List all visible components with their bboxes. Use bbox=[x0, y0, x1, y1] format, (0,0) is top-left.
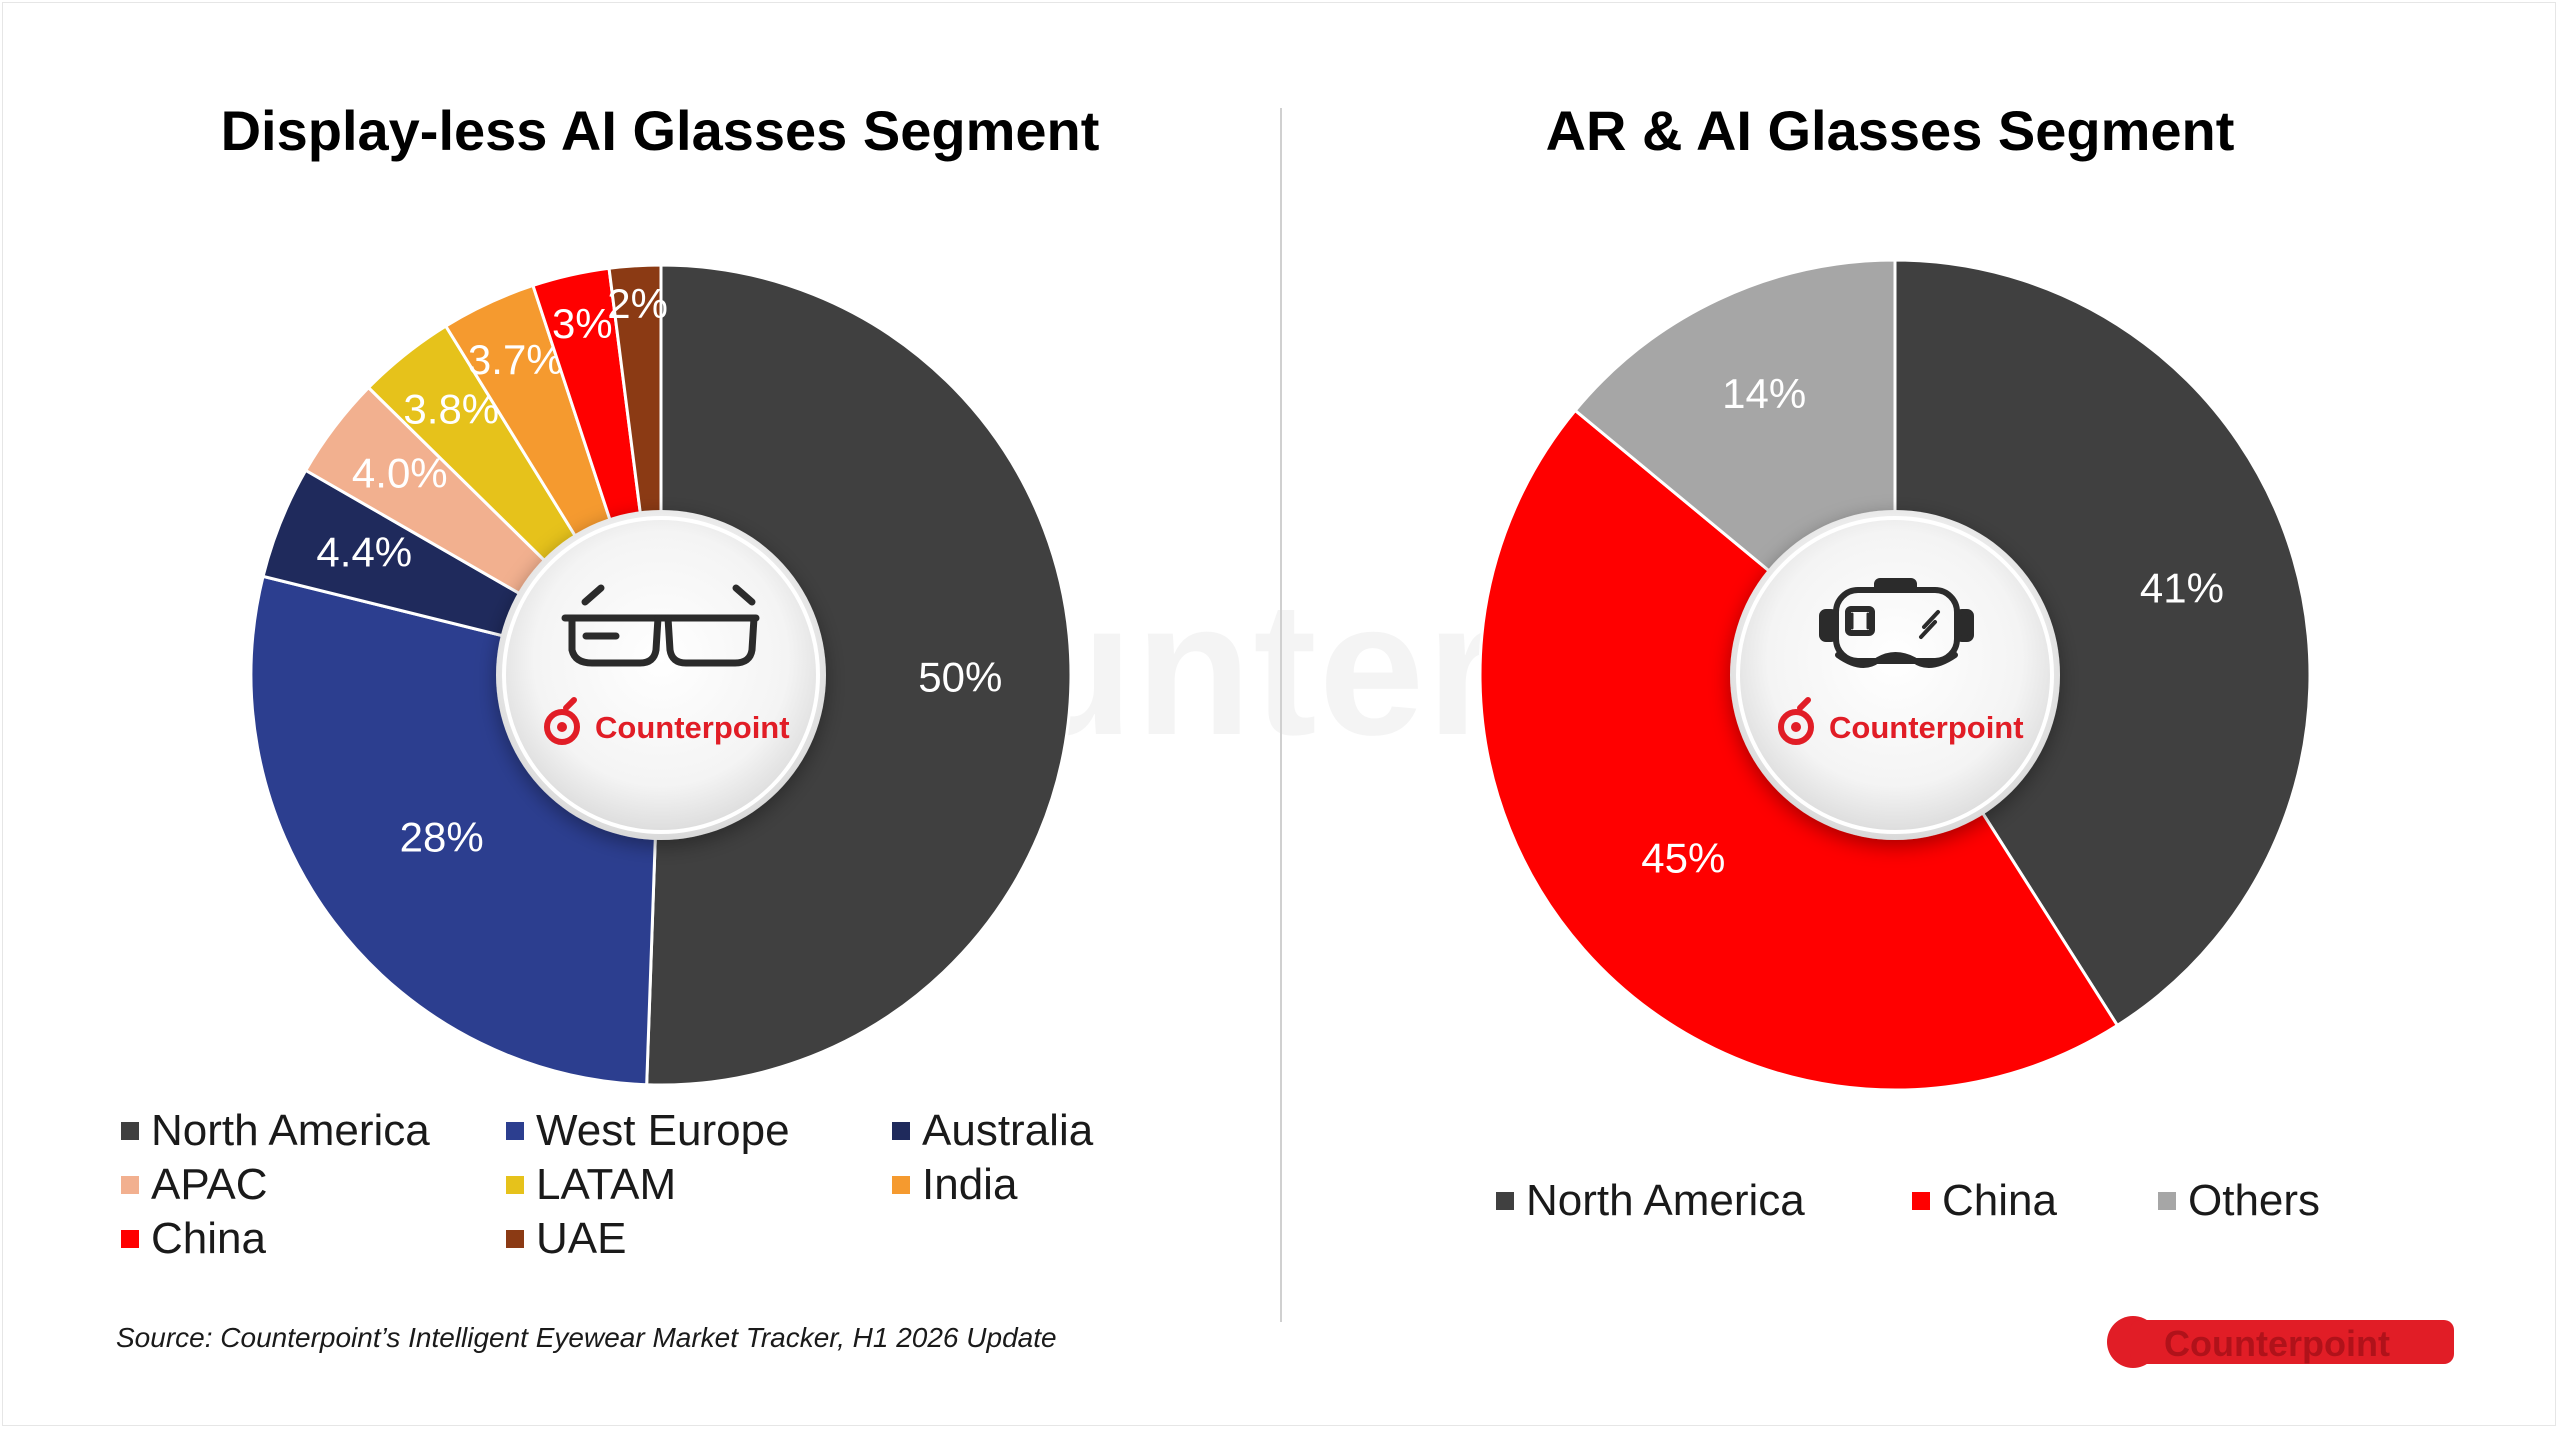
left-pie-chart: 50% 28% 4.4% 4.0% 3.8%3.7%3%2% bbox=[249, 263, 1073, 1087]
legend-label: West Europe bbox=[536, 1106, 790, 1155]
legend-item-latam: LATAM bbox=[506, 1160, 676, 1210]
legend-swatch bbox=[121, 1230, 139, 1248]
legend-label: Others bbox=[2188, 1176, 2321, 1225]
legend-label: India bbox=[922, 1160, 1018, 1209]
counterpoint-logo-icon bbox=[544, 697, 580, 745]
legend-item-west-europe: West Europe bbox=[506, 1106, 790, 1156]
data-label-uae: 2% bbox=[607, 280, 668, 327]
legend-swatch bbox=[1496, 1192, 1514, 1210]
legend-item-china: China bbox=[1912, 1176, 2057, 1226]
legend-label: North America bbox=[1526, 1176, 1805, 1225]
legend-item-india: India bbox=[892, 1160, 1017, 1210]
counterpoint-footer-logo bbox=[2107, 1316, 2454, 1368]
pie-slice-north-america bbox=[1893, 258, 2312, 1028]
legend-label: APAC bbox=[151, 1160, 268, 1209]
data-label-india: 3.7% bbox=[468, 336, 564, 383]
center-divider bbox=[1280, 108, 1282, 1322]
legend-swatch bbox=[506, 1230, 524, 1248]
pie-slice-north-america bbox=[645, 263, 1073, 1087]
left-chart-title: Display-less AI Glasses Segment bbox=[220, 99, 1100, 162]
legend-item-north-america: North America bbox=[121, 1106, 430, 1156]
legend-label: UAE bbox=[536, 1214, 627, 1263]
legend-label: China bbox=[151, 1214, 266, 1263]
legend-item-others: Others bbox=[2158, 1176, 2320, 1226]
data-label-west-europe: 28% bbox=[400, 814, 484, 861]
data-label-china: 45% bbox=[1641, 835, 1725, 882]
legend-label: China bbox=[1942, 1176, 2057, 1225]
legend-item-apac: APAC bbox=[121, 1160, 268, 1210]
data-label-north-america: 50% bbox=[918, 653, 1002, 700]
vr-headset-icon bbox=[1819, 578, 1974, 668]
source-note: Source: Counterpoint’s Intelligent Eyewe… bbox=[116, 1322, 1057, 1353]
right-chart-title: AR & AI Glasses Segment bbox=[1545, 99, 2235, 162]
legend-swatch bbox=[2158, 1192, 2176, 1210]
right-hub-brand: Counterpoint bbox=[1829, 710, 2024, 745]
legend-item-australia: Australia bbox=[892, 1106, 1093, 1156]
data-label-latam: 3.8% bbox=[403, 385, 499, 432]
legend-label: Australia bbox=[922, 1106, 1094, 1155]
legend-label: North America bbox=[151, 1106, 430, 1155]
legend-swatch bbox=[892, 1176, 910, 1194]
counterpoint-logo-icon bbox=[1778, 697, 1814, 745]
legend-item-china: China bbox=[121, 1214, 266, 1264]
smart-glasses-icon bbox=[561, 584, 760, 667]
legend-swatch bbox=[506, 1122, 524, 1140]
left-hub-brand: Counterpoint bbox=[595, 710, 790, 745]
right-center-hub bbox=[1730, 510, 2060, 840]
footer-brand-text: Counterpoint bbox=[2164, 1323, 2390, 1364]
data-label-north-america: 41% bbox=[2140, 565, 2224, 612]
legend-label: LATAM bbox=[536, 1160, 677, 1209]
data-label-apac: 4.0% bbox=[352, 450, 448, 497]
legend-swatch bbox=[506, 1176, 524, 1194]
data-label-china: 3% bbox=[552, 300, 613, 347]
legend-item-uae: UAE bbox=[506, 1214, 626, 1264]
legend-swatch bbox=[892, 1122, 910, 1140]
data-label-australia: 4.4% bbox=[316, 529, 412, 576]
legend-swatch bbox=[1912, 1192, 1930, 1210]
legend-swatch bbox=[121, 1176, 139, 1194]
left-center-hub bbox=[496, 510, 826, 840]
legend-item-north-america: North America bbox=[1496, 1176, 1805, 1226]
data-label-others: 14% bbox=[1722, 370, 1806, 417]
legend-swatch bbox=[121, 1122, 139, 1140]
